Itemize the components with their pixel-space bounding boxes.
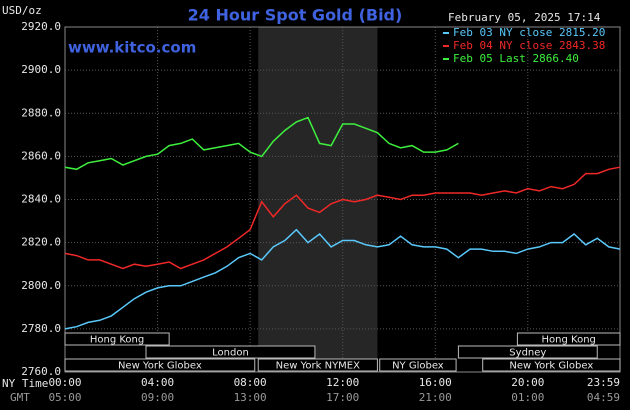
y-tick-label: 2820.0 [21,236,61,249]
series-line [64,116,459,171]
source-label: www.kitco.com [68,39,196,57]
x2-tick-label: 04:59 [587,391,620,404]
plot-border [64,26,621,373]
session-label: Hong Kong [90,335,144,346]
y-tick-label: 2920.0 [21,20,61,33]
y-tick-label: 2880.0 [21,106,61,119]
session-label: London [212,348,249,359]
session-label: Sydney [509,348,546,359]
session-label: Hong Kong [542,335,596,346]
session-label: NY Globex [392,361,444,372]
legend-label: Feb 05 Last 2866.40 [453,52,579,65]
y-tick-label: 2900.0 [21,63,61,76]
x-tick-label: 23:59 [587,376,620,389]
x2-tick-label: 09:00 [141,391,174,404]
y-tick-label: 2840.0 [21,193,61,206]
session-bar [482,358,621,372]
y-tick-label: 2800.0 [21,279,61,292]
x2-tick-label: 17:00 [326,391,359,404]
legend-label: Feb 03 NY close 2815.20 [453,26,605,39]
x-tick-label: 12:00 [326,376,359,389]
y-tick-label: 2860.0 [21,149,61,162]
x2-tick-label: 21:00 [419,391,452,404]
session-bar [64,358,256,372]
x-tick-label: 16:00 [419,376,452,389]
session-label: New York Globex [509,361,593,372]
x-tick-label: 20:00 [511,376,544,389]
session-bar [257,358,378,372]
chart-title: 24 Hour Spot Gold (Bid) [188,6,403,25]
series-line [64,228,621,330]
session-bar [379,358,457,372]
series-line [64,166,621,270]
x-tick-label: 08:00 [234,376,267,389]
y-axis-label: USD/oz [2,4,42,17]
session-bar [145,345,316,359]
y-tick-label: 2780.0 [21,322,61,335]
x2-tick-label: 01:00 [511,391,544,404]
x-tick-label: 00:00 [48,376,81,389]
session-label: New York Globex [118,361,202,372]
session-label: New York NYMEX [276,361,361,372]
y-tick-label: 2760.0 [21,365,61,378]
x2-tick-label: 05:00 [48,391,81,404]
session-bar [516,332,621,346]
session-bar [457,345,598,359]
timestamp: February 05, 2025 17:14 [448,11,601,24]
x-axis-label: NY Time [2,377,48,390]
x2-tick-label: 13:00 [234,391,267,404]
session-bar [64,332,170,346]
x2-axis-label: GMT [10,391,30,404]
legend-label: Feb 04 NY close 2843.38 [453,39,605,52]
x-tick-label: 04:00 [141,376,174,389]
